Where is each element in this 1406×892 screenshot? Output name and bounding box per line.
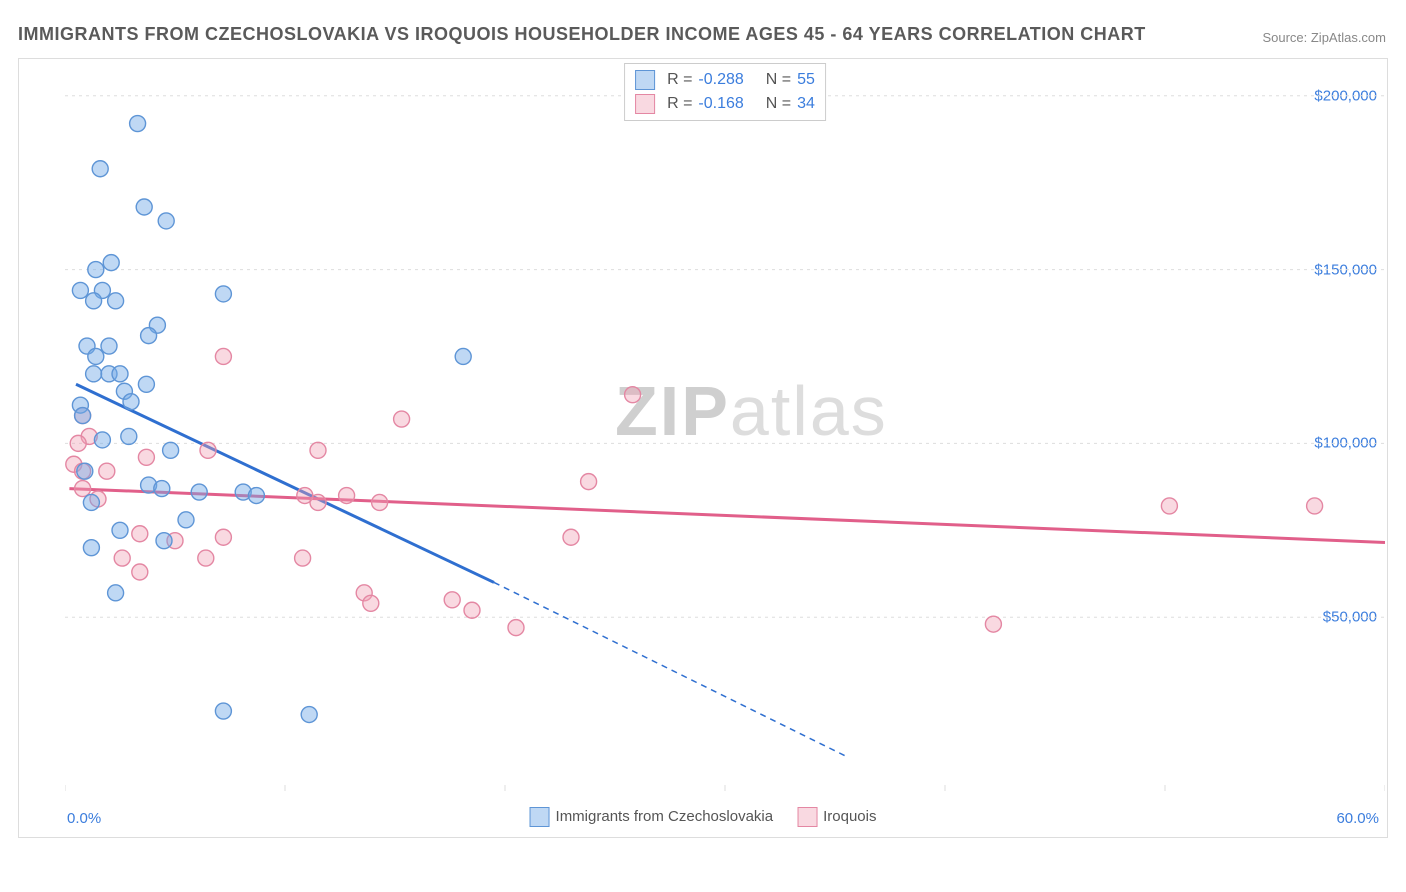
r-value-1: -0.168 xyxy=(698,95,743,113)
n-value-1: 34 xyxy=(797,95,815,113)
series-legend: Immigrants from Czechoslovakia Iroquois xyxy=(530,807,877,827)
r-value-0: -0.288 xyxy=(698,71,743,89)
n-value-0: 55 xyxy=(797,71,815,89)
legend-row: R = -0.288 N = 55 xyxy=(635,68,815,92)
plot-area: ZIPatlas R = -0.288 N = 55 R = -0.168 N … xyxy=(65,61,1385,791)
legend-item-0: Immigrants from Czechoslovakia xyxy=(530,807,774,827)
legend-swatch-0 xyxy=(635,70,655,90)
legend-item-1: Iroquois xyxy=(797,807,876,827)
x-tick-min: 0.0% xyxy=(67,810,101,827)
legend-swatch-1 xyxy=(635,94,655,114)
x-tick-max: 60.0% xyxy=(1336,810,1379,827)
legend-row: R = -0.168 N = 34 xyxy=(635,92,815,116)
chart-title: IMMIGRANTS FROM CZECHOSLOVAKIA VS IROQUO… xyxy=(18,24,1146,45)
legend-swatch-icon xyxy=(530,807,550,827)
source-link[interactable]: ZipAtlas.com xyxy=(1311,30,1386,45)
plot-svg xyxy=(65,61,1385,791)
source-label: Source: ZipAtlas.com xyxy=(1262,30,1386,45)
legend-swatch-icon xyxy=(797,807,817,827)
correlation-legend: R = -0.288 N = 55 R = -0.168 N = 34 xyxy=(624,63,826,121)
chart-container: Householder Income Ages 45 - 64 years ZI… xyxy=(18,58,1388,838)
